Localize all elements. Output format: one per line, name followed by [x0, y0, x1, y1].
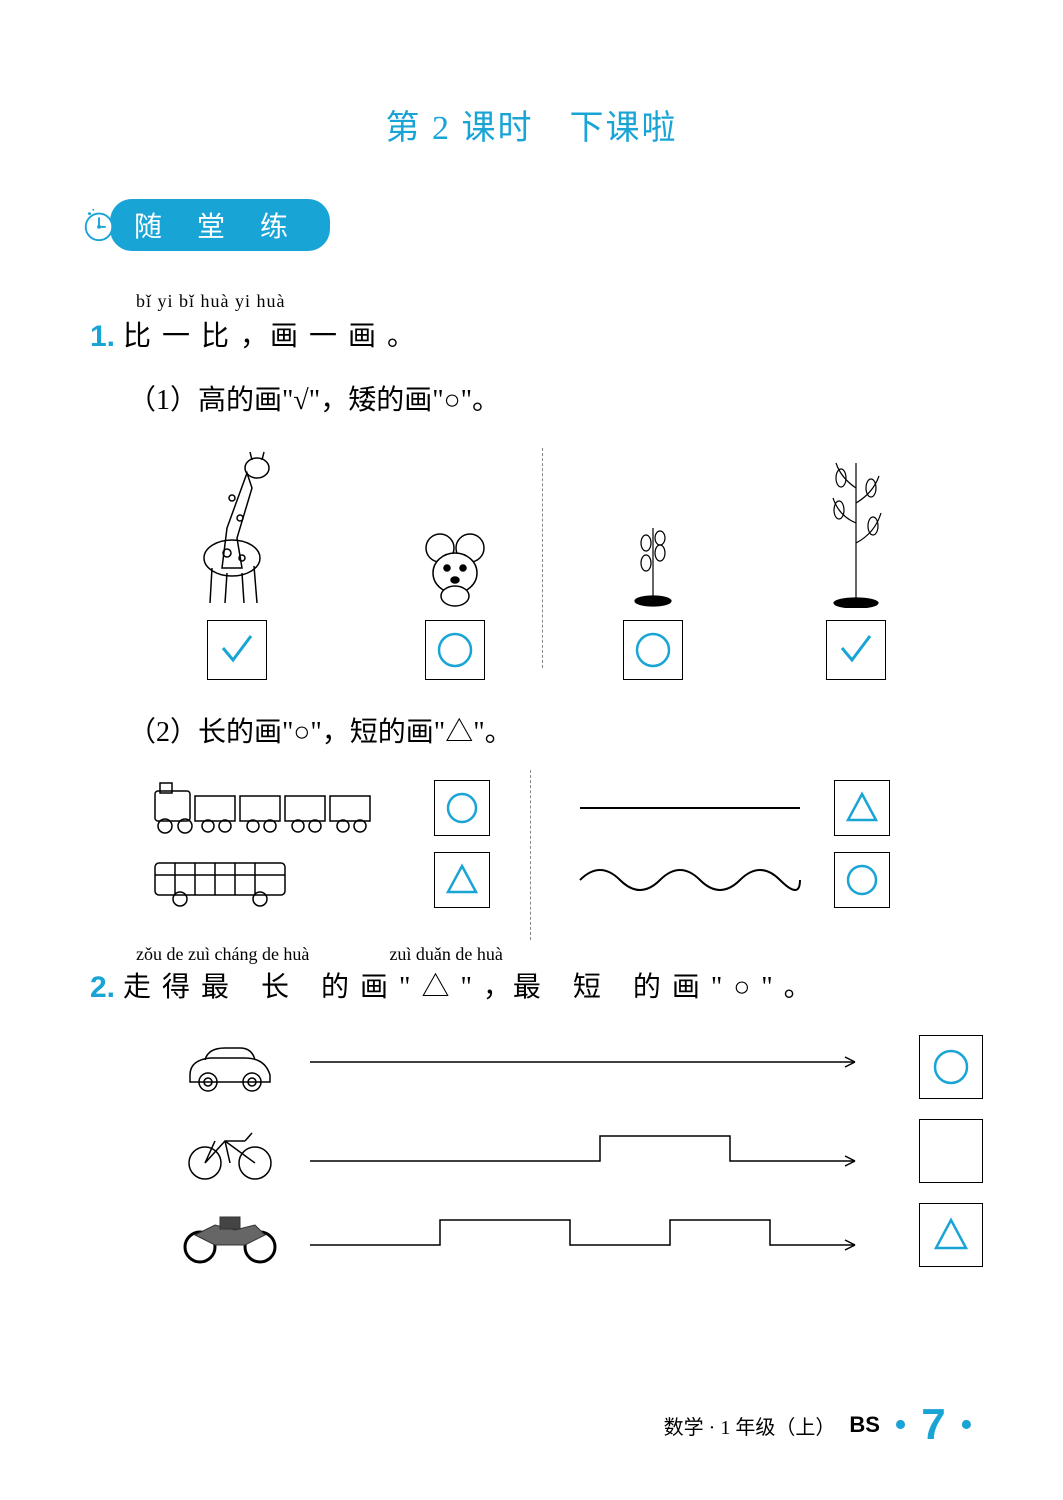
item-line-straight: [570, 780, 890, 836]
q1-sub1-label: （1）高的画"√"，矮的画"○"。: [128, 378, 983, 418]
plant-small-icon: [618, 508, 688, 608]
circle-icon: [444, 790, 480, 826]
badge-label: 随 堂 练: [110, 199, 330, 251]
answer-box: [425, 620, 485, 680]
q2-text: 走 得 最 长 的 画 " △ " ，最 短 的 画 " ○ " 。: [123, 965, 814, 1005]
answer-box: [834, 780, 890, 836]
q2-pinyin1: zǒu de zuì cháng de huà: [136, 944, 309, 965]
answer-box: [207, 620, 267, 680]
path-step1-icon: [310, 1121, 899, 1181]
plant-tall-icon: [811, 448, 901, 608]
q1-sub2-panel: [150, 780, 983, 908]
question-2: zǒu de zuì cháng de huà zuì duǎn de huà …: [80, 944, 983, 1267]
q1-text: 比 一 比 ，画 一 画 。: [123, 314, 417, 354]
q1-number: 1.: [90, 320, 115, 354]
answer-box: [434, 852, 490, 908]
item-car: [170, 1035, 983, 1099]
item-bicycle: [170, 1119, 983, 1183]
divider-icon: [542, 448, 543, 668]
item-plant-small: [618, 448, 688, 680]
triangle-icon: [844, 790, 880, 826]
divider-icon: [530, 770, 531, 940]
q1-pinyin: bǐ yi bǐ huà yi huà: [136, 291, 983, 312]
item-giraffe: [182, 448, 292, 680]
item-plant-tall: [811, 448, 901, 680]
item-line-wavy: [570, 852, 890, 908]
question-1: bǐ yi bǐ huà yi huà 1. 比 一 比 ，画 一 画 。 （1…: [80, 291, 983, 908]
bicycle-icon: [180, 1121, 280, 1181]
q2-number: 2.: [90, 971, 115, 1005]
answer-box: [434, 780, 490, 836]
page-title: 第 2 课时 下课啦: [80, 100, 983, 149]
train-icon: [150, 781, 410, 836]
answer-box: [623, 620, 683, 680]
circle-icon: [633, 630, 673, 670]
check-icon: [836, 630, 876, 670]
motorcycle-icon: [175, 1205, 285, 1265]
path-straight-icon: [310, 1037, 899, 1097]
circle-icon: [931, 1047, 971, 1087]
answer-box: [919, 1119, 983, 1183]
q2-pinyin2: zuì duǎn de huà: [389, 944, 502, 965]
path-step2-icon: [310, 1205, 899, 1265]
answer-box: [919, 1203, 983, 1267]
item-motorcycle: [170, 1203, 983, 1267]
q1-sub2-label: （2）长的画"○"，短的画"△"。: [128, 710, 983, 750]
mouse-icon: [415, 528, 495, 608]
item-mouse: [415, 448, 495, 680]
page-footer: 数学 · 1 年级（上） BS • 7 •: [664, 1400, 973, 1450]
circle-icon: [435, 630, 475, 670]
footer-page: 7: [921, 1400, 945, 1450]
section-badge: 随 堂 练: [80, 199, 983, 251]
line-wavy-icon: [570, 855, 810, 905]
item-train: [150, 780, 490, 836]
line-straight-icon: [570, 783, 810, 833]
item-bus: [150, 852, 490, 908]
circle-icon: [844, 862, 880, 898]
footer-code: BS: [849, 1412, 880, 1438]
answer-box: [826, 620, 886, 680]
car-icon: [180, 1040, 280, 1095]
answer-box: [834, 852, 890, 908]
bus-icon: [150, 853, 410, 908]
triangle-icon: [931, 1215, 971, 1255]
clock-icon: [80, 206, 118, 244]
triangle-icon: [444, 862, 480, 898]
giraffe-icon: [182, 448, 292, 608]
footer-subject: 数学 · 1 年级（上）: [664, 1411, 836, 1440]
check-icon: [217, 630, 257, 670]
answer-box: [919, 1035, 983, 1099]
q1-sub1-panel: [120, 448, 963, 680]
